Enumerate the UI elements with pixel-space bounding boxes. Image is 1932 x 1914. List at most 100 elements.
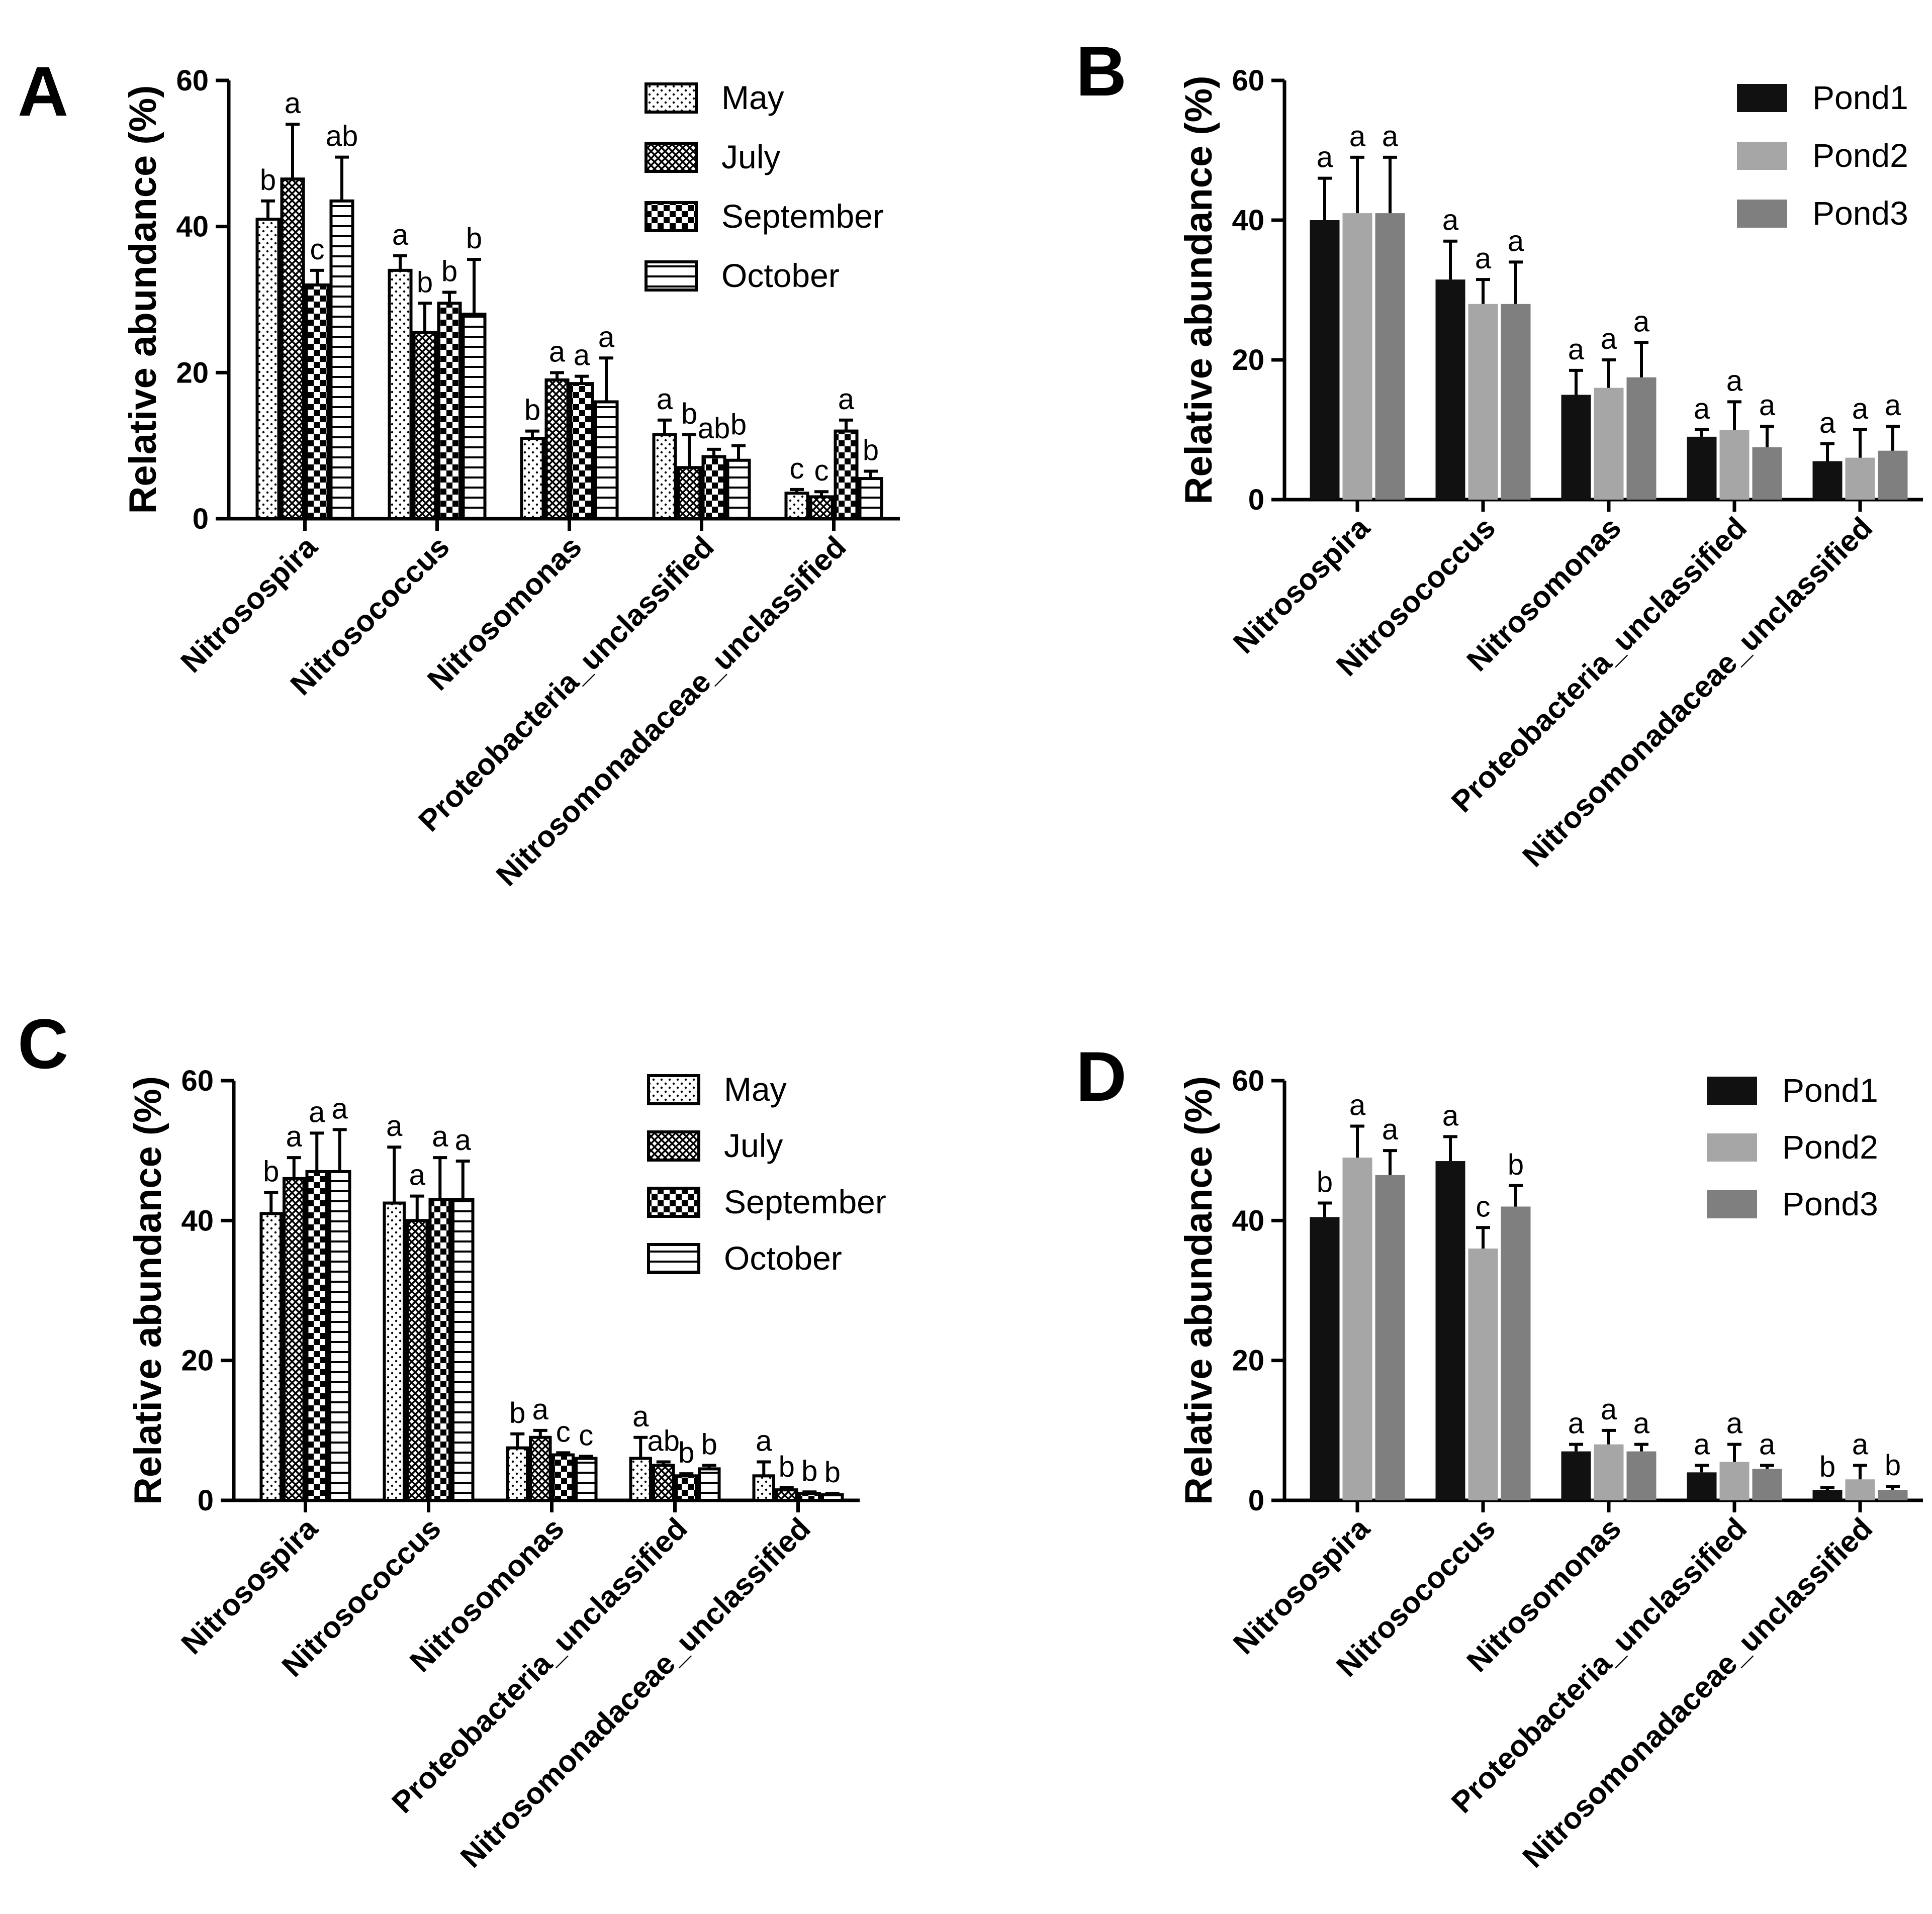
significance-letter: b <box>863 434 879 467</box>
bar <box>1310 1217 1340 1500</box>
significance-letter: b <box>524 394 540 427</box>
legend-label: May <box>721 79 784 116</box>
bar <box>569 382 594 521</box>
bar <box>1501 1206 1531 1500</box>
significance-letter: a <box>286 1120 303 1153</box>
bar <box>629 1457 652 1502</box>
bar <box>388 268 413 520</box>
bar <box>412 331 437 521</box>
bar <box>1719 430 1750 500</box>
significance-letter: a <box>657 383 673 416</box>
bar <box>283 1177 306 1502</box>
bar <box>544 378 570 520</box>
significance-letter: a <box>1601 1393 1617 1426</box>
significance-letter: b <box>1885 1449 1901 1482</box>
bar <box>1468 304 1498 500</box>
legend-swatch <box>647 1130 700 1162</box>
significance-letter: a <box>574 339 590 372</box>
bar <box>1752 1469 1782 1500</box>
legend-label: Pond2 <box>1782 1128 1878 1166</box>
y-tick-label: 40 <box>1232 204 1264 237</box>
bar <box>575 1457 598 1502</box>
bar <box>652 433 677 520</box>
panel-a: A 0 20 40 60 Relative abundance (%)Nitrosospi… <box>18 52 900 893</box>
significance-letter: a <box>1349 120 1366 153</box>
y-tick-label: 0 <box>193 503 209 535</box>
legend-swatch <box>1707 1133 1757 1162</box>
bar <box>305 1170 328 1502</box>
bar <box>437 302 462 520</box>
legend-label: September <box>724 1183 886 1220</box>
significance-letter: a <box>1726 1407 1743 1440</box>
significance-letter: b <box>681 398 697 430</box>
legend-swatch <box>1737 142 1787 170</box>
y-axis-title: Relative abundance (%) <box>122 85 164 514</box>
bar <box>1435 1161 1465 1500</box>
significance-letter: c <box>310 233 325 266</box>
significance-letter: a <box>1442 1099 1459 1132</box>
legend-swatch <box>645 82 698 114</box>
bar <box>1342 213 1372 500</box>
panel-letter: D <box>1076 1037 1127 1116</box>
y-axis-title: Relative abundance (%) <box>1177 75 1220 504</box>
bar <box>280 177 305 520</box>
significance-letter: b <box>779 1451 795 1483</box>
significance-letter: a <box>1694 1428 1710 1461</box>
significance-letter: a <box>332 1092 348 1125</box>
panel-letter: B <box>1076 32 1127 111</box>
category-label: Nitrosospira <box>174 529 324 679</box>
legend-label: October <box>724 1239 842 1277</box>
bar <box>1878 450 1908 500</box>
legend-swatch <box>647 1243 700 1274</box>
legend-label: Pond3 <box>1812 195 1908 232</box>
legend-swatch <box>647 1074 700 1105</box>
bar <box>752 1474 775 1502</box>
significance-letter: a <box>1633 1407 1650 1440</box>
legend-swatch <box>1737 84 1787 112</box>
y-tick-label: 20 <box>176 356 209 389</box>
significance-letter: c <box>1476 1190 1491 1223</box>
significance-letter: a <box>1759 389 1776 422</box>
significance-letter: b <box>730 409 747 441</box>
significance-letter: a <box>455 1124 472 1157</box>
bar <box>698 1467 721 1502</box>
bar <box>1845 1479 1875 1500</box>
bar <box>506 1446 529 1502</box>
significance-letter: c <box>556 1415 571 1448</box>
significance-letter: a <box>1568 333 1585 366</box>
bar <box>775 1488 798 1502</box>
significance-letter: a <box>1852 1428 1869 1461</box>
significance-letter: a <box>409 1159 426 1192</box>
y-tick-label: 20 <box>1232 344 1264 376</box>
bar <box>1561 395 1591 500</box>
significance-letter: a <box>1568 1407 1585 1440</box>
legend-label: Pond3 <box>1782 1185 1878 1222</box>
bar <box>1594 1444 1624 1500</box>
bar <box>305 283 330 521</box>
bar <box>821 1493 844 1502</box>
significance-letter: b <box>678 1437 694 1469</box>
bar <box>551 1453 575 1502</box>
bar <box>462 313 487 520</box>
bar <box>1812 1490 1843 1500</box>
bar <box>328 1170 351 1502</box>
significance-letter: b <box>1508 1149 1524 1181</box>
significance-letter: a <box>838 383 855 416</box>
significance-letter: a <box>1382 1113 1399 1146</box>
significance-letter: a <box>1852 393 1869 425</box>
legend-label: Pond1 <box>1782 1072 1878 1109</box>
significance-letter: b <box>701 1428 717 1461</box>
bar <box>1375 1175 1405 1500</box>
significance-letter: c <box>790 452 804 485</box>
bar <box>1310 220 1340 500</box>
significance-letter: a <box>1475 242 1492 275</box>
y-tick-label: 60 <box>181 1065 214 1097</box>
bar <box>1812 461 1843 500</box>
bar <box>406 1219 429 1502</box>
y-tick-label: 40 <box>181 1204 214 1237</box>
significance-letter: a <box>1885 389 1901 422</box>
legend-swatch <box>645 201 698 232</box>
significance-letter: b <box>260 164 276 197</box>
